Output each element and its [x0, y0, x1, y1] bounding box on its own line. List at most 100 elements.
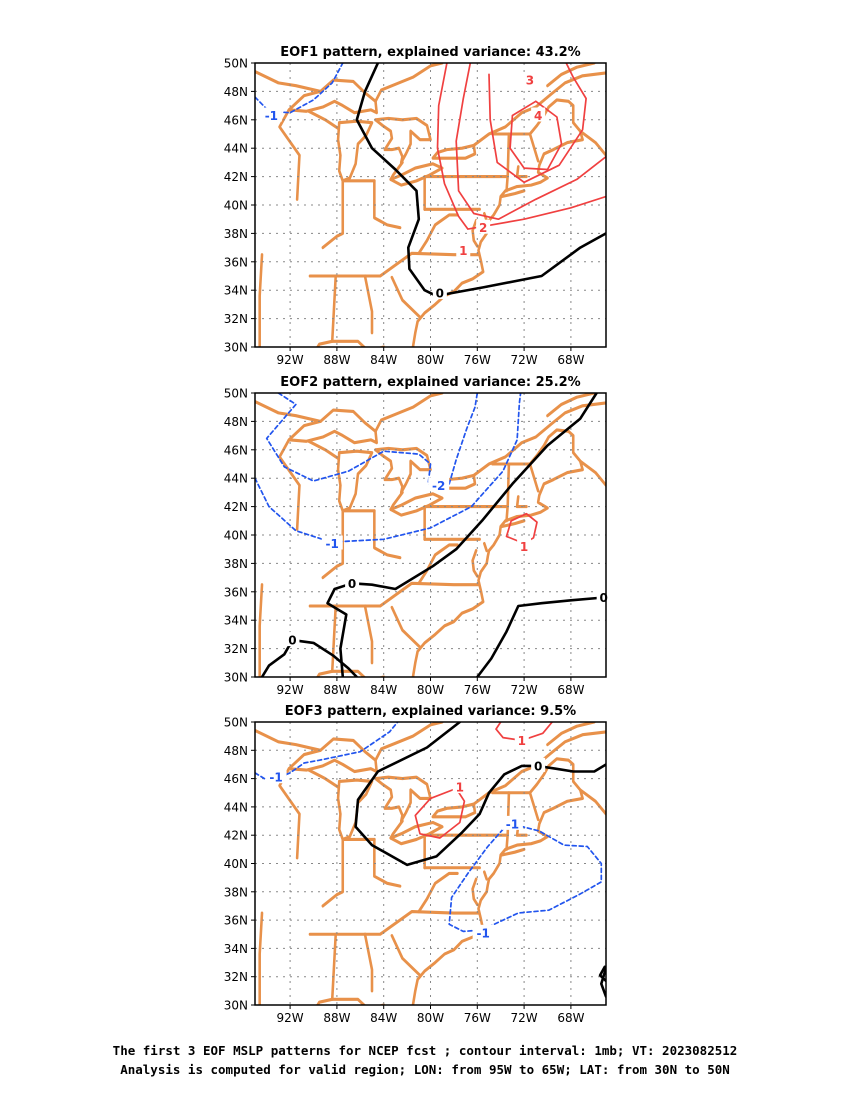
contour-label-bg: [285, 632, 300, 647]
eof2-contour-negative: [434, 393, 479, 488]
eof1-contour-zero: [355, 63, 606, 298]
contour-label-bg: [514, 732, 529, 747]
y-tick-label: 50N: [224, 57, 248, 71]
x-tick-label: 72W: [511, 683, 538, 697]
y-tick-label: 46N: [224, 113, 248, 127]
y-tick-label: 34N: [224, 614, 248, 628]
eof3-contour-label: 0: [534, 759, 542, 773]
eof2-axes: 92W 88W 84W 80W 76W 72W 68W 30N 32N 34N 36N 38N 40N 4…: [224, 387, 585, 698]
x-tick-label: 76W: [464, 1011, 491, 1025]
eof2-contour-negative: [265, 393, 437, 488]
eof1-axes: 92W 88W 84W 80W 76W 72W 68W 30N 32N 34N 36N 38N 40N 4…: [224, 57, 585, 368]
y-tick-label: 32N: [224, 970, 248, 984]
eof1-contour-label: 1: [459, 244, 467, 258]
y-tick-label: 46N: [224, 772, 248, 786]
x-tick-label: 80W: [417, 683, 444, 697]
x-tick-label: 68W: [557, 683, 584, 697]
eof1-contour-label: 2: [479, 221, 487, 235]
x-tick-label: 72W: [511, 353, 538, 367]
y-tick-label: 46N: [224, 443, 248, 457]
eof1-contour-positive: [455, 63, 606, 221]
eof2-contour-label: -1: [326, 537, 339, 551]
contour-label-bg: [472, 924, 494, 939]
y-tick-label: 50N: [224, 387, 248, 401]
eof2-contour-label: 0: [599, 591, 607, 605]
eof2-contour-label: 0: [288, 634, 296, 648]
eof3-contour-label: -1: [476, 926, 489, 940]
x-tick-label: 88W: [323, 1011, 350, 1025]
y-tick-label: 36N: [224, 255, 248, 269]
x-tick-label: 80W: [417, 1011, 444, 1025]
eof1-contour-positive: [488, 63, 587, 184]
x-tick-label: 76W: [464, 353, 491, 367]
x-tick-label: 84W: [370, 1011, 397, 1025]
y-tick-label: 40N: [224, 199, 248, 213]
x-tick-label: 84W: [370, 353, 397, 367]
y-tick-label: 30N: [224, 999, 248, 1013]
eof3-panel: EOF3 pattern, explained variance: 9.5% -1…: [224, 704, 607, 1026]
eof2-contour-zero: [476, 596, 606, 677]
figure-caption-line-2: Analysis is computed for valid region; L…: [120, 1062, 730, 1077]
y-tick-label: 40N: [224, 857, 248, 871]
eof3-axes: 92W 88W 84W 80W 76W 72W 68W 30N 32N 34N 36N 38N 40N 4…: [224, 716, 585, 1026]
y-tick-label: 48N: [224, 744, 248, 758]
eof1-contour-label: 4: [534, 109, 542, 123]
y-tick-label: 38N: [224, 557, 248, 571]
y-tick-label: 42N: [224, 500, 248, 514]
y-tick-label: 32N: [224, 642, 248, 656]
eof1-contour-label: 0: [436, 287, 444, 301]
x-tick-label: 92W: [277, 1011, 304, 1025]
contour-label-bg: [522, 72, 537, 87]
eof1-contour-label: -1: [265, 109, 278, 123]
eof2-contour-positive: [505, 512, 538, 545]
contour-label-bg: [260, 107, 282, 122]
eof3-contour-label: 1: [456, 781, 464, 795]
x-tick-label: 88W: [323, 683, 350, 697]
x-tick-label: 76W: [464, 683, 491, 697]
y-tick-label: 32N: [224, 312, 248, 326]
eof1-gridlines: [255, 63, 606, 347]
contour-label-bg: [432, 285, 447, 300]
eof2-contour-label: -2: [432, 479, 445, 493]
y-tick-label: 34N: [224, 284, 248, 298]
contour-label-bg: [596, 589, 611, 604]
y-tick-label: 44N: [224, 472, 248, 486]
x-tick-label: 92W: [277, 353, 304, 367]
eof1-panel: EOF1 pattern, explained variance: 43.2% -…: [224, 45, 607, 368]
x-tick-label: 84W: [370, 683, 397, 697]
y-tick-label: 34N: [224, 942, 248, 956]
contour-label-bg: [517, 538, 532, 553]
eof3-contour-negative: [448, 823, 603, 933]
y-tick-label: 38N: [224, 227, 248, 241]
eof3-title: EOF3 pattern, explained variance: 9.5%: [285, 704, 576, 719]
eof3-contour-positive: [414, 787, 466, 839]
eof1-contour-label: 3: [526, 74, 534, 88]
contour-label-bg: [321, 535, 343, 550]
eof3-contour-zero: [600, 966, 606, 998]
eof3-gridlines: [255, 722, 606, 1005]
eof3-contour-zero: [598, 965, 606, 983]
x-tick-label: 88W: [323, 353, 350, 367]
eof3-contour-positive: [495, 722, 554, 742]
y-tick-label: 42N: [224, 829, 248, 843]
contour-label-bg: [265, 769, 287, 784]
eof1-title: EOF1 pattern, explained variance: 43.2%: [280, 45, 580, 60]
contour-label-bg: [476, 219, 491, 234]
eof2-contour-zero: [326, 393, 598, 677]
eof3-contour-label: -1: [506, 817, 519, 831]
y-tick-label: 42N: [224, 170, 248, 184]
y-tick-label: 30N: [224, 341, 248, 355]
eof1-contour-positive: [436, 63, 606, 230]
y-tick-label: 36N: [224, 914, 248, 928]
eof2-panel: EOF2 pattern, explained variance: 25.2% -…: [224, 375, 611, 697]
eof2-contours: [255, 393, 606, 677]
eof3-contour-zero: [354, 722, 606, 867]
eof3-contour-label: 1: [518, 734, 526, 748]
x-tick-label: 72W: [511, 1011, 538, 1025]
contour-label-bg: [531, 757, 546, 772]
figure-caption-line-1: The first 3 EOF MSLP patterns for NCEP f…: [112, 1043, 738, 1058]
x-tick-label: 92W: [277, 683, 304, 697]
y-tick-label: 40N: [224, 529, 248, 543]
x-tick-label: 68W: [557, 1011, 584, 1025]
